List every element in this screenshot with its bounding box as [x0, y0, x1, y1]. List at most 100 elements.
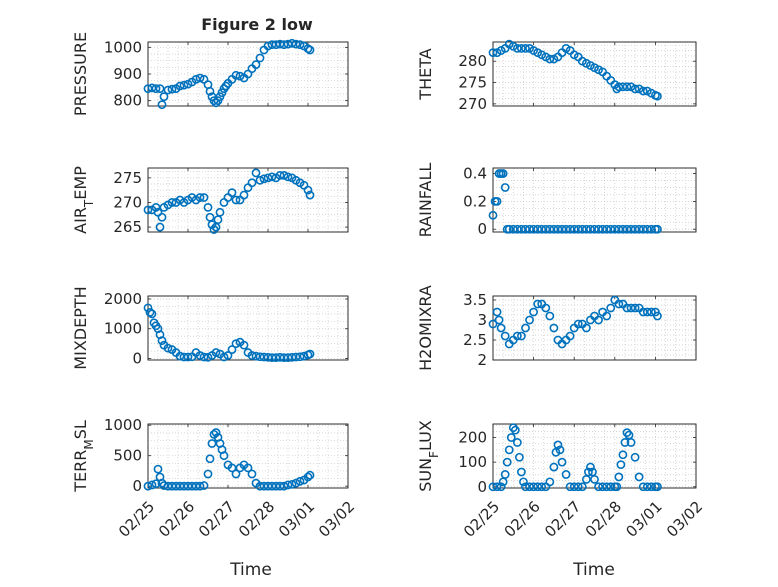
panel-air-temp: 265 270 275 AIRTEMP	[71, 166, 349, 236]
data-point	[622, 82, 632, 92]
data-point	[239, 340, 249, 350]
y-tick-label: 1000	[104, 416, 142, 434]
data-point	[219, 451, 229, 461]
data-point	[514, 452, 524, 462]
data-point	[303, 185, 313, 195]
data-point	[231, 195, 241, 205]
data-point	[195, 481, 205, 491]
data-point	[521, 323, 530, 333]
data-point	[653, 91, 662, 101]
data-point	[199, 193, 209, 202]
x-tick-label: 02/27	[195, 498, 238, 541]
data-point	[512, 438, 522, 447]
data-point	[616, 460, 626, 470]
data-point	[167, 198, 177, 207]
data-point	[573, 319, 583, 329]
data-point	[553, 440, 563, 450]
y-axis-label: H2OMIXRA	[416, 285, 435, 371]
data-point	[305, 349, 315, 359]
data-point	[157, 100, 167, 110]
y-tick-label: 500	[113, 447, 142, 465]
data-point	[594, 224, 603, 234]
data-point	[602, 224, 612, 234]
data-point	[581, 224, 591, 234]
data-point	[508, 224, 518, 234]
data-point	[275, 170, 285, 180]
x-tick-label: 02/27	[541, 498, 584, 541]
data-point	[279, 40, 289, 50]
data-point	[517, 331, 526, 341]
data-point	[561, 470, 571, 479]
data-point	[529, 482, 538, 492]
data-point	[203, 469, 213, 479]
y-tick-label: 2.5	[463, 331, 487, 349]
data-point	[151, 84, 161, 94]
y-axis-label: PRESSURE	[71, 32, 90, 116]
data-point	[573, 482, 583, 492]
data-point	[205, 86, 215, 96]
data-point	[255, 53, 265, 63]
figure-title: Figure 2 low	[201, 15, 313, 34]
data-point	[620, 438, 630, 447]
data-point	[537, 224, 547, 234]
data-point	[305, 190, 315, 200]
data-point	[512, 44, 522, 53]
data-point	[594, 482, 603, 492]
data-point	[283, 480, 293, 490]
data-point	[223, 351, 233, 360]
data-point	[506, 433, 516, 442]
data-point	[545, 224, 555, 234]
data-point	[163, 343, 173, 353]
data-point	[557, 224, 567, 234]
data-point	[598, 224, 608, 234]
data-point	[251, 60, 261, 70]
data-point	[602, 482, 612, 492]
data-point	[227, 463, 237, 473]
data-point	[203, 202, 213, 212]
data-point	[295, 476, 305, 486]
data-point	[529, 307, 538, 317]
data-point	[565, 482, 575, 492]
data-point	[500, 470, 510, 479]
data-point	[199, 481, 209, 490]
data-point	[159, 92, 169, 102]
data-point	[517, 44, 526, 53]
data-point	[533, 224, 543, 234]
data-point	[533, 299, 543, 309]
data-point	[521, 44, 530, 53]
data-point	[143, 303, 153, 313]
data-point	[267, 40, 277, 50]
data-point	[191, 481, 201, 491]
data-point	[227, 345, 237, 354]
data-point	[642, 224, 652, 234]
data-point	[646, 224, 656, 234]
data-point	[545, 477, 555, 487]
data-point	[529, 224, 538, 234]
panel-theta: 270 275 280 THETA	[416, 39, 697, 113]
data-point	[147, 83, 157, 93]
data-point	[211, 348, 221, 357]
data-point	[517, 467, 526, 477]
data-point	[175, 481, 185, 491]
data-point	[195, 193, 205, 202]
y-tick-label: 3.5	[463, 291, 487, 309]
data-point	[231, 70, 241, 80]
y-axis-label: AIRTEMP	[71, 166, 96, 234]
data-point	[512, 331, 522, 341]
x-tick-label: 02/26	[501, 498, 544, 541]
x-tick-label: 03/01	[275, 498, 318, 541]
data-point	[255, 352, 265, 362]
data-point	[590, 474, 599, 484]
data-point	[183, 352, 193, 362]
data-point	[263, 41, 273, 51]
data-point	[634, 472, 644, 482]
data-point	[533, 482, 543, 492]
data-point	[492, 307, 502, 317]
data-point	[614, 472, 624, 482]
panel-mixdepth: 0 1000 2000 MIXDEPTH	[71, 286, 349, 370]
data-point	[259, 174, 269, 184]
data-point	[549, 462, 559, 472]
data-point	[626, 438, 636, 447]
y-tick-label: 1000	[104, 320, 142, 338]
